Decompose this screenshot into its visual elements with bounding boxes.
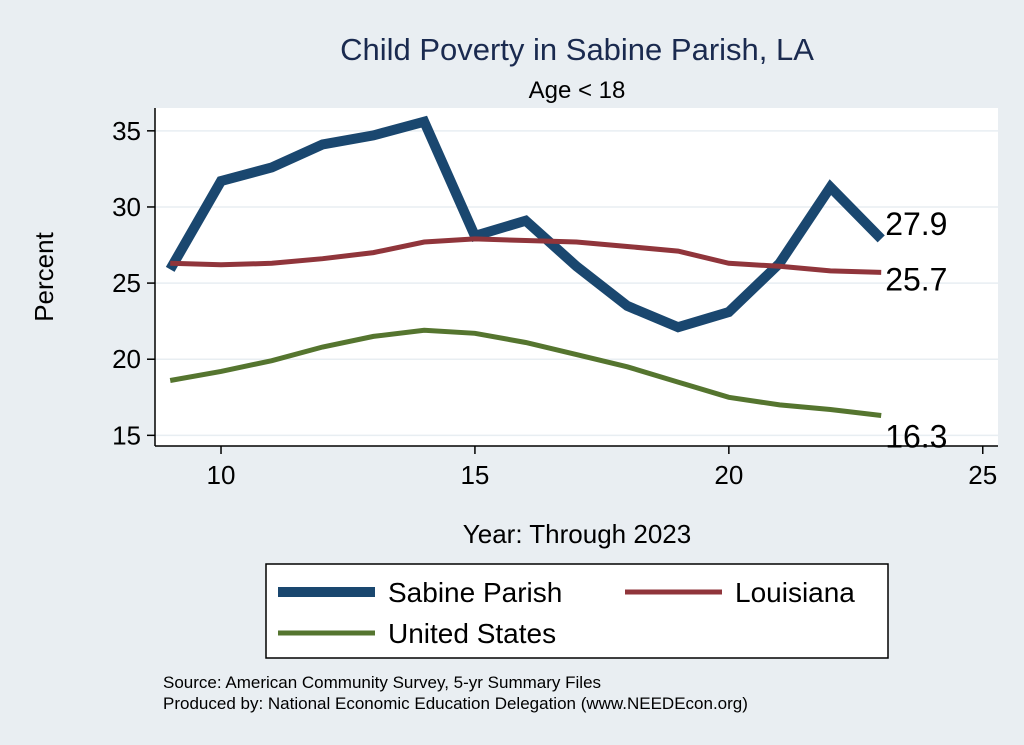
x-tick-label: 15 <box>460 460 489 490</box>
x-tick-label: 20 <box>714 460 743 490</box>
chart-subtitle: Age < 18 <box>529 77 626 104</box>
axes: 15 20 25 30 35 10 15 20 25 <box>112 108 998 490</box>
gridlines <box>155 130 998 437</box>
end-labels: 27.9 25.7 16.3 <box>885 206 947 455</box>
plot-area <box>155 108 998 446</box>
x-axis-title: Year: Through 2023 <box>463 519 691 549</box>
produced-note: Produced by: National Economic Education… <box>163 694 748 713</box>
y-tick-label: 25 <box>112 268 141 298</box>
legend-label-louisiana: Louisiana <box>735 577 855 608</box>
legend-label-sabine-parish: Sabine Parish <box>388 577 562 608</box>
end-label-united-states: 16.3 <box>885 419 947 455</box>
series-line-united-states <box>169 327 882 418</box>
series-line-louisiana <box>170 236 882 275</box>
series-lines <box>165 115 885 418</box>
y-tick-label: 30 <box>112 192 141 222</box>
source-note: Source: American Community Survey, 5-yr … <box>163 673 601 692</box>
legend-label-united-states: United States <box>388 618 556 649</box>
legend-box <box>265 563 889 659</box>
end-label-louisiana: 25.7 <box>885 261 947 297</box>
end-label-sabine-parish: 27.9 <box>885 206 947 242</box>
y-tick-label: 15 <box>112 420 141 450</box>
y-tick-label: 20 <box>112 344 141 374</box>
legend: Sabine Parish Louisiana United States <box>265 563 889 659</box>
x-tick-label: 25 <box>968 460 997 490</box>
y-axis-title: Percent <box>29 231 59 321</box>
chart-title: Child Poverty in Sabine Parish, LA <box>340 32 814 67</box>
y-tick-label: 35 <box>112 116 141 146</box>
x-tick-label: 10 <box>207 460 236 490</box>
series-line-sabine-parish <box>165 115 885 333</box>
